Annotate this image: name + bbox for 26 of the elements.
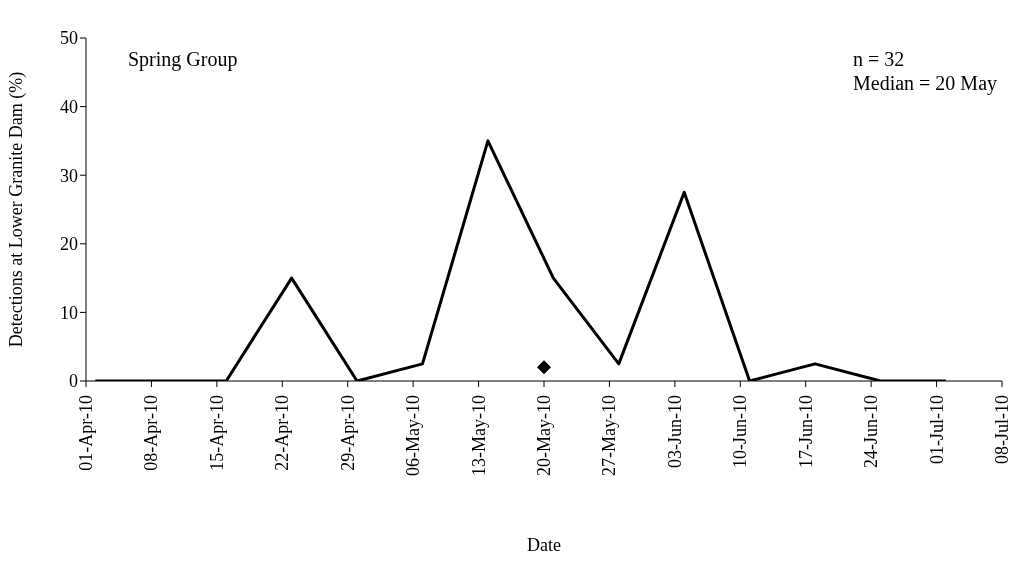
x-tick-label: 20-May-10	[534, 395, 554, 476]
annotation: n = 32	[853, 48, 905, 71]
y-tick-label: 40	[60, 96, 78, 117]
x-tick-label: 03-Jun-10	[664, 395, 685, 468]
y-tick-label: 10	[60, 302, 78, 323]
annotation: Spring Group	[128, 48, 238, 71]
x-tick-label: 08-Apr-10	[141, 395, 162, 471]
annotation: Median = 20 May	[853, 72, 998, 95]
x-tick-label: 06-May-10	[403, 395, 424, 476]
x-tick-label: 01-Apr-10	[76, 395, 96, 471]
x-tick-label: 29-Apr-10	[337, 395, 358, 471]
x-tick-label: 08-Jul-10	[992, 395, 1012, 464]
x-tick-label: 17-Jun-10	[795, 395, 816, 468]
x-tick-label: 27-May-10	[599, 395, 620, 476]
x-tick-label: 15-Apr-10	[206, 395, 227, 471]
y-tick-label: 0	[69, 371, 78, 392]
x-axis-title: Date	[527, 535, 561, 555]
y-tick-label: 50	[60, 28, 78, 49]
x-tick-label: 13-May-10	[468, 395, 489, 476]
x-tick-label: 24-Jun-10	[861, 395, 882, 468]
y-axis-title: Detections at Lower Granite Dam (%)	[6, 71, 28, 348]
y-tick-label: 30	[60, 165, 78, 186]
x-tick-label: 01-Jul-10	[926, 395, 947, 464]
x-tick-label: 22-Apr-10	[272, 395, 293, 471]
y-tick-label: 20	[60, 234, 78, 255]
x-tick-label: 10-Jun-10	[730, 395, 751, 468]
